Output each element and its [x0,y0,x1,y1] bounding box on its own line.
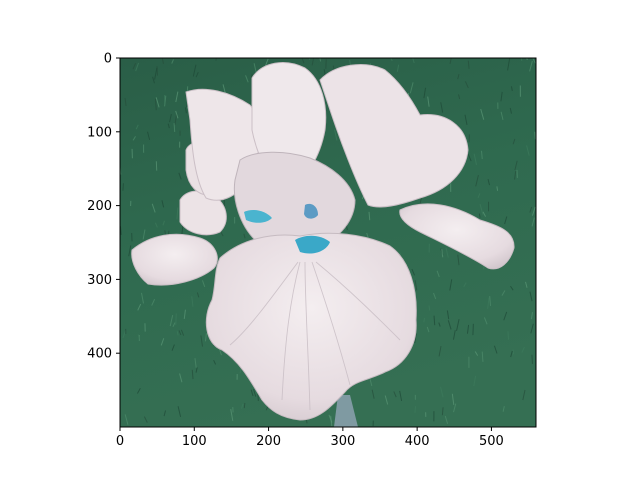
left-upper-petal [179,190,227,236]
flower-stem [334,395,358,427]
axes-frame [119,57,537,428]
y-tick-label: 300 [87,273,112,288]
iris-photo [120,58,536,427]
beard-center [295,235,330,254]
beard-left [244,210,272,223]
petal-veins [229,261,401,411]
y-tick-label: 400 [87,347,112,362]
x-tick-label: 400 [405,434,430,449]
x-tick-label: 0 [116,434,124,449]
x-tick-label: 100 [182,434,207,449]
flower-center [233,151,356,252]
x-axis: 0 100 200 300 400 500 [116,427,504,449]
y-tick-label: 100 [87,125,112,140]
left-petal [131,233,218,286]
x-tick-label: 200 [256,434,281,449]
y-tick-label: 0 [104,52,112,67]
y-tick-label: 200 [87,199,112,214]
upper-standard-right [319,64,469,208]
x-tick-label: 300 [330,434,355,449]
x-tick-label: 500 [479,434,504,449]
y-axis: 0 100 200 300 400 [87,52,120,362]
right-petal [399,203,515,270]
lower-fall [205,232,417,421]
beard-top [304,203,318,219]
